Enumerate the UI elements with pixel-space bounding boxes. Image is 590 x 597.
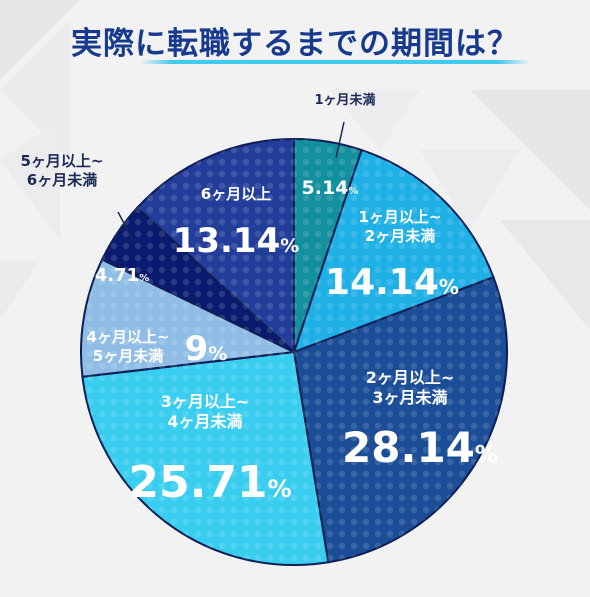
slice-dot-texture-3 xyxy=(294,277,508,563)
leader-line-6 xyxy=(117,211,135,243)
leader-lines xyxy=(117,121,345,243)
slice-dot-texture-1 xyxy=(294,139,362,352)
slice-value-5: 9% xyxy=(185,329,228,369)
slice-dot-texture-5 xyxy=(81,259,294,377)
slice-label-5: 4ヶ月以上~ 5ヶ月未満 xyxy=(86,328,169,365)
slice-label-6: 5ヶ月以上~ 6ヶ月未満 xyxy=(20,152,103,189)
slice-label-4: 3ヶ月以上~ 4ヶ月未満 xyxy=(161,392,250,431)
slice-label-2: 1ヶ月以上~ 2ヶ月未満 xyxy=(358,208,441,245)
slice-value-7: 13.14% xyxy=(173,221,300,261)
slice-dot-texture-4 xyxy=(82,352,329,565)
slice-dot-texture-6 xyxy=(102,207,294,352)
leader-line-1 xyxy=(335,121,345,159)
slice-label-1: 1ヶ月未満 xyxy=(314,92,375,108)
chart-title: 実際に転職するまでの期間は？ xyxy=(71,26,519,62)
slice-value-2: 14.14% xyxy=(325,262,459,303)
slice-value-4: 25.71% xyxy=(128,457,291,508)
slice-label-3: 2ヶ月以上~ 3ヶ月未満 xyxy=(366,368,455,407)
slice-value-6: 4.71% xyxy=(95,265,149,286)
slice-dot-texture-7 xyxy=(137,139,294,352)
title-underline xyxy=(140,60,530,64)
slice-dot-texture-2 xyxy=(294,150,494,352)
slice-label-7: 6ヶ月以上 xyxy=(201,185,271,203)
slice-value-1: 5.14% xyxy=(302,177,359,199)
slice-value-3: 28.14% xyxy=(342,423,498,472)
